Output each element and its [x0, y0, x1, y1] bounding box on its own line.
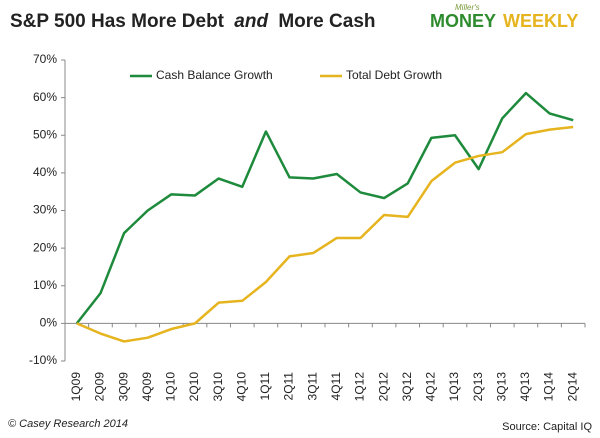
x-tick-label: 4Q12	[424, 372, 438, 402]
y-tick-label: 70%	[33, 52, 57, 66]
y-tick-label: 10%	[33, 278, 57, 292]
credit: © Casey Research 2014	[8, 418, 128, 430]
source: Source: Capital IQ	[502, 421, 592, 433]
series-line	[75, 91, 574, 325]
x-tick-label: 1Q10	[164, 372, 178, 402]
x-tick-label: 2Q14	[565, 372, 579, 402]
x-tick-label: 1Q11	[258, 372, 272, 401]
x-tick-label: 3Q12	[400, 372, 414, 402]
y-tick-label: 20%	[33, 240, 57, 254]
series-line	[76, 125, 574, 343]
y-tick-label: 0%	[40, 316, 58, 330]
x-tick-label: 2Q11	[282, 372, 296, 401]
x-tick-label: 1Q12	[353, 372, 367, 402]
y-tick-label: -10%	[29, 353, 57, 367]
x-tick-label: 4Q11	[329, 372, 343, 401]
x-tick-label: 4Q10	[234, 372, 248, 402]
x-tick-label: 2Q09	[93, 372, 107, 402]
x-tick-label: 1Q14	[542, 372, 556, 402]
chart-title: S&P 500 Has More Debt and More Cash	[10, 11, 376, 32]
title-part: and	[234, 11, 268, 32]
title-part: S&P 500 Has More Debt	[10, 11, 225, 32]
x-tick-label: 3Q13	[494, 372, 508, 402]
x-tick-label: 4Q09	[140, 372, 154, 402]
logo-right: WEEKLY	[503, 11, 578, 31]
y-tick-label: 30%	[33, 203, 57, 217]
x-tick-label: 4Q13	[518, 372, 532, 402]
logo-top: Miller's	[455, 3, 480, 12]
y-tick-label: 60%	[33, 90, 57, 104]
x-tick-label: 3Q10	[211, 372, 225, 402]
logo-left: MONEY	[430, 11, 496, 31]
x-tick-label: 2Q12	[376, 372, 390, 402]
x-tick-label: 2Q10	[187, 372, 201, 402]
title-part: More Cash	[278, 11, 375, 32]
y-tick-label: 50%	[33, 127, 57, 141]
x-tick-label: 3Q11	[305, 372, 319, 401]
legend-label: Cash Balance Growth	[156, 68, 273, 82]
x-tick-label: 2Q13	[471, 372, 485, 402]
x-tick-label: 1Q13	[447, 372, 461, 402]
y-tick-label: 40%	[33, 165, 57, 179]
x-tick-label: 3Q09	[116, 372, 130, 402]
legend-label: Total Debt Growth	[346, 68, 442, 82]
x-tick-label: 1Q09	[69, 372, 83, 402]
